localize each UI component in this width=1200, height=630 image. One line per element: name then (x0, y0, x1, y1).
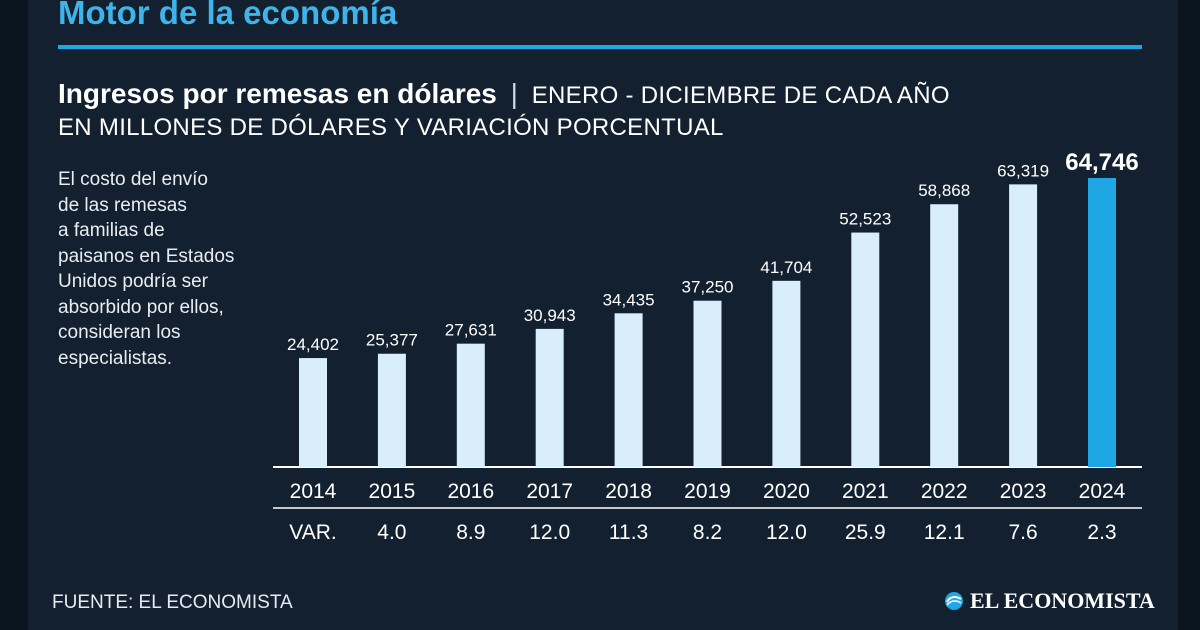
bar-2015 (377, 353, 406, 467)
source-note: FUENTE: EL ECONOMISTA (52, 592, 293, 613)
bar-2020 (772, 280, 801, 467)
bar-2023 (1009, 184, 1038, 467)
side-note-line: paisanos en Estados (58, 245, 235, 267)
bar-2016 (456, 343, 485, 467)
right-frame (1178, 0, 1200, 630)
header-title: Motor de la economía (58, 0, 398, 31)
value-label-2017: 30,943 (524, 306, 576, 325)
value-label-2019: 37,250 (682, 278, 734, 297)
value-label-2023: 63,319 (997, 161, 1049, 180)
side-note-line: de las remesas (58, 194, 187, 216)
bar-2019 (693, 300, 722, 467)
year-label-2020: 2020 (763, 480, 810, 503)
left-frame (0, 0, 28, 630)
year-label-2015: 2015 (369, 480, 416, 503)
year-label-2016: 2016 (447, 480, 494, 503)
side-note-line: a familias de (58, 220, 165, 241)
variation-2021: 25.9 (845, 521, 886, 544)
side-note-line: absorbido por ellos, (58, 296, 224, 318)
bar-2021 (851, 232, 880, 467)
bar-2022 (930, 204, 959, 468)
variation-2023: 7.6 (1008, 521, 1037, 544)
bar-2024 (1088, 178, 1116, 467)
variation-2015: 4.0 (377, 521, 406, 544)
side-note-line: El costo del envío (58, 169, 208, 190)
header-rule (58, 45, 1142, 49)
side-note-line: consideran los (58, 322, 181, 343)
value-label-2014: 24,402 (287, 335, 339, 354)
variation-2019: 8.2 (693, 521, 722, 544)
chart-title-bold: Ingresos por remesas en dólares (58, 78, 497, 109)
value-label-2015: 25,377 (366, 331, 418, 350)
year-label-2022: 2022 (921, 480, 968, 503)
value-label-2021: 52,523 (839, 210, 891, 229)
side-note: El costo del envío de las remesas a fami… (58, 167, 268, 371)
year-label-2019: 2019 (684, 480, 731, 503)
side-note-line: Unidos podría ser (58, 271, 208, 292)
bar-2014 (299, 358, 327, 467)
year-label-2014: 2014 (290, 480, 337, 503)
variation-2024: 2.3 (1087, 521, 1116, 544)
side-note-line: especialistas. (58, 347, 173, 369)
chart-subtitle-2: EN MILLONES DE DÓLARES Y VARIACIÓN PORCE… (58, 114, 724, 141)
swirl-logo-icon (945, 592, 963, 610)
year-label-2024: 2024 (1079, 480, 1126, 503)
year-label-2017: 2017 (526, 480, 573, 503)
variation-row-label: VAR. (289, 521, 336, 544)
value-label-2016: 27,631 (445, 321, 497, 340)
title-separator: | (510, 78, 518, 109)
value-label-2018: 34,435 (603, 290, 655, 309)
brand-logo: EL ECONOMISTA (944, 588, 1155, 614)
infographic-panel (28, 0, 1178, 630)
variation-2020: 12.0 (766, 521, 807, 544)
variation-2022: 12.1 (924, 521, 965, 544)
chart-subtitle-1: ENERO - DICIEMBRE DE CADA AÑO (531, 82, 950, 109)
chart-title: Ingresos por remesas en dólares | ENERO … (58, 78, 950, 110)
bar-2017 (535, 328, 564, 467)
year-label-2021: 2021 (842, 480, 889, 503)
variation-2017: 12.0 (529, 521, 570, 544)
value-label-2024: 64,746 (1065, 149, 1138, 176)
bar-2018 (614, 313, 643, 467)
value-label-2022: 58,868 (918, 181, 970, 200)
brand-name: EL ECONOMISTA (970, 588, 1155, 613)
value-label-2020: 41,704 (760, 258, 812, 277)
year-label-2023: 2023 (1000, 480, 1047, 503)
variation-2016: 8.9 (456, 521, 485, 544)
variation-2018: 11.3 (609, 521, 648, 544)
year-label-2018: 2018 (605, 480, 652, 503)
